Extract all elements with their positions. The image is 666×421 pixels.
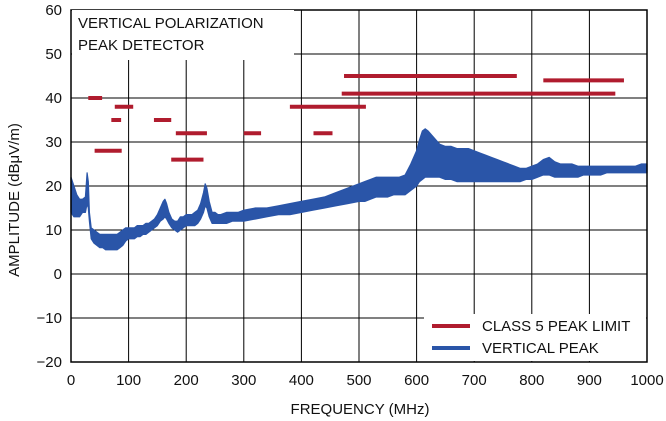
tick-labels: 0 100 200 300 400 500 600 700 800 900 1000 −20 −10 0 1… <box>37 2 664 389</box>
plot-frame <box>70 9 648 363</box>
x-tick-label: 0 <box>67 372 75 389</box>
chart-title-line-2: PEAK DETECTOR <box>78 37 205 54</box>
title-box <box>72 10 294 60</box>
y-axis-label: AMPLITUDE (dBμV/m) <box>6 123 23 277</box>
chart-title-line-1: VERTICAL POLARIZATION <box>78 15 264 32</box>
y-tick-label: 60 <box>45 2 62 19</box>
plot-area <box>70 74 648 251</box>
legend: CLASS 5 PEAK LIMIT VERTICAL PEAK <box>424 314 646 361</box>
x-tick-label: 700 <box>462 372 487 389</box>
legend-label-peak: VERTICAL PEAK <box>482 340 599 357</box>
y-tick-label: 50 <box>45 46 62 63</box>
x-tick-label: 100 <box>116 372 141 389</box>
x-tick-label: 1000 <box>630 372 663 389</box>
x-axis-label: FREQUENCY (MHz) <box>291 401 430 418</box>
y-tick-label: −20 <box>37 354 62 371</box>
y-tick-label: 10 <box>45 222 62 239</box>
y-tick-label: 0 <box>54 266 62 283</box>
x-tick-label: 300 <box>231 372 256 389</box>
x-tick-label: 200 <box>174 372 199 389</box>
y-tick-label: 20 <box>45 178 62 195</box>
y-tick-label: 40 <box>45 90 62 107</box>
x-tick-label: 600 <box>404 372 429 389</box>
x-tick-label: 800 <box>519 372 544 389</box>
x-tick-label: 900 <box>577 372 602 389</box>
legend-label-limit: CLASS 5 PEAK LIMIT <box>482 318 630 335</box>
legend-background <box>424 314 646 361</box>
y-tick-label: −10 <box>37 310 62 327</box>
y-tick-label: 30 <box>45 134 62 151</box>
x-tick-label: 500 <box>346 372 371 389</box>
x-tick-label: 400 <box>289 372 314 389</box>
